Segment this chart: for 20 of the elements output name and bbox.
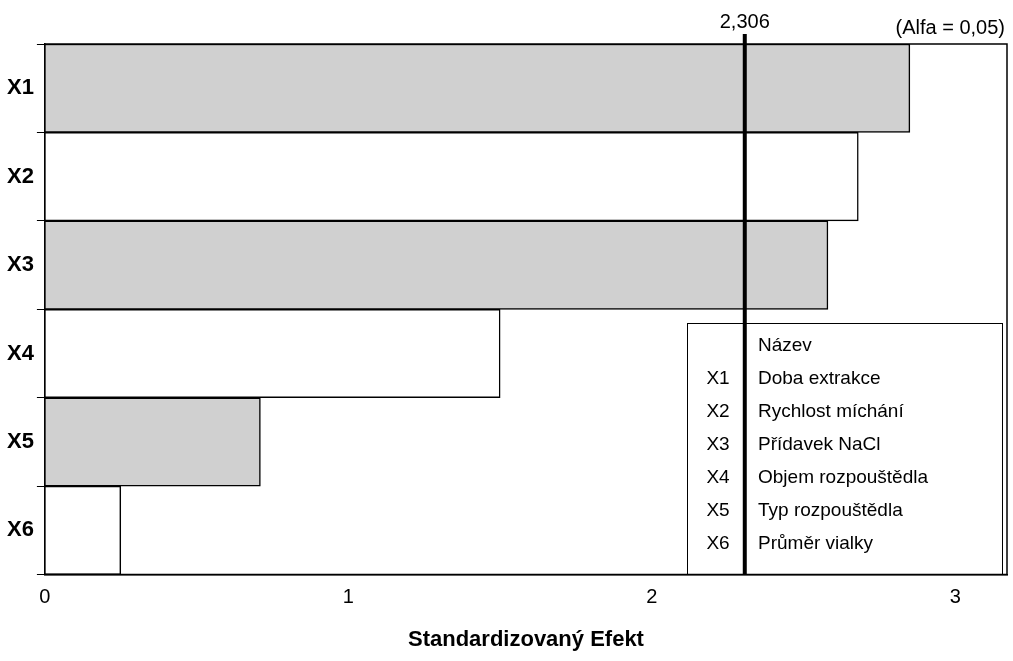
y-tick-label: X5 [6, 428, 34, 454]
text: (Alfa = 0,05) [895, 15, 1005, 38]
y-tick-label: X3 [6, 251, 34, 277]
text: X2 Rychlost míchání [706, 399, 904, 421]
text: X1 Doba extrakce [706, 366, 881, 388]
x-tick-label: 0 [39, 585, 51, 608]
text: X5 Typ rozpouštědla [706, 498, 903, 520]
ref-line-label: 2,306 [719, 9, 770, 32]
y-tick-label: X2 [6, 162, 34, 188]
text: X4 Objem rozpouštědla [706, 465, 929, 487]
y-tick-label: X4 [6, 339, 35, 365]
y-tick-label: X6 [6, 516, 34, 542]
x-tick-label: 3 [949, 585, 961, 608]
text: X6 Průměr vialky [706, 531, 874, 553]
y-tick-label: X1 [6, 74, 34, 100]
legend-title: Název [757, 332, 813, 357]
x-tick-label: 1 [342, 585, 354, 608]
x-axis-title: Standardizovaný Efekt [407, 625, 645, 651]
x-tick-label: 2 [646, 585, 658, 608]
text: X3 Přídavek NaCl [706, 432, 881, 454]
